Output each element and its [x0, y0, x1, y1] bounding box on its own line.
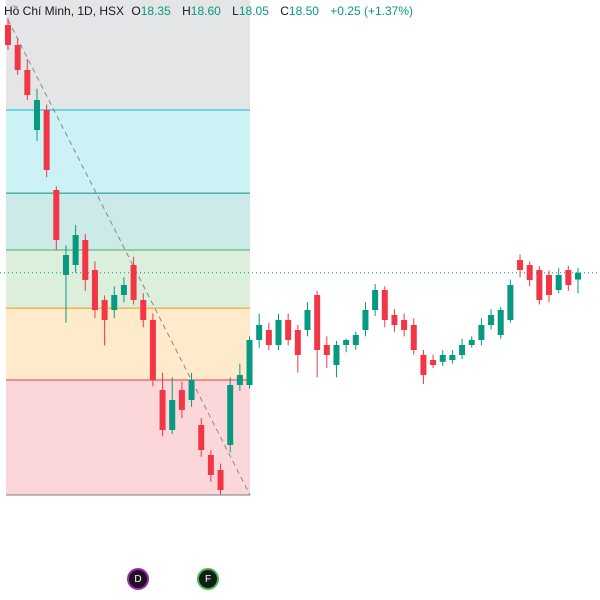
candle-body: [488, 315, 495, 325]
candle-body: [149, 320, 156, 380]
candle-body: [188, 380, 195, 400]
candle-body: [323, 345, 330, 355]
candle-body: [352, 335, 359, 345]
fib-zone: [6, 0, 250, 110]
candle-body: [420, 355, 427, 375]
candle-body: [507, 285, 514, 320]
ohlc: L18.05: [232, 4, 273, 18]
candle-body: [372, 290, 379, 310]
candle-body: [198, 425, 205, 450]
candle-body: [333, 345, 340, 365]
candle-body: [526, 265, 533, 280]
value: 18.60: [190, 4, 221, 18]
candle-body: [459, 345, 466, 355]
label: O: [131, 4, 141, 18]
candle-body: [265, 330, 272, 345]
candle-body: [159, 390, 166, 430]
candle-body: [53, 190, 60, 240]
event-financials[interactable]: F: [197, 568, 219, 590]
candle-body: [430, 360, 437, 365]
candle-body: [285, 320, 292, 340]
candle-body: [140, 300, 147, 320]
ohlc: C18.50: [280, 4, 323, 18]
label: C: [280, 4, 289, 18]
symbol: Hồ Chí Minh, 1D, HSX: [4, 4, 125, 18]
candle-body: [14, 45, 21, 70]
candle-body: [381, 290, 388, 320]
value: 18.35: [140, 4, 171, 18]
candle-body: [62, 255, 69, 275]
candles: [0, 18, 600, 495]
candle-body: [33, 100, 40, 130]
fib-zone: [6, 250, 250, 309]
candle-body: [391, 315, 398, 325]
candle-body: [227, 385, 234, 445]
label: H: [182, 4, 191, 18]
candle-body: [207, 455, 214, 475]
legend-header: Hồ Chí Minh, 1D, HSX O18.35 H18.60 L18.0…: [4, 4, 417, 18]
candle-body: [294, 330, 301, 355]
candle-body: [555, 275, 562, 290]
candle-body: [24, 70, 31, 95]
candle-body: [91, 270, 98, 310]
fib-zone: [6, 110, 250, 194]
trend-line: [7, 19, 251, 496]
candle-body: [111, 295, 118, 310]
candle-body: [410, 325, 417, 350]
candle-body: [304, 310, 311, 330]
candle-body: [256, 325, 263, 340]
candle-body: [565, 270, 572, 285]
ohlc: O18.35: [131, 4, 174, 18]
candle-body: [517, 260, 524, 270]
candle-body: [178, 390, 185, 410]
ohlc: H18.60: [182, 4, 225, 18]
candle-body: [43, 110, 50, 170]
candle-body: [497, 310, 504, 335]
candle-body: [120, 285, 127, 295]
candle-body: [101, 300, 108, 320]
candle-body: [536, 270, 543, 300]
event-dividend[interactable]: D: [127, 568, 149, 590]
candle-body: [82, 240, 89, 280]
candle-body: [468, 340, 475, 345]
candle-body: [343, 340, 350, 345]
candle-body: [246, 340, 253, 385]
candle-body: [275, 320, 282, 345]
candle-body: [546, 275, 553, 295]
candle-body: [401, 320, 408, 330]
value: 18.05: [238, 4, 269, 18]
candle-body: [236, 375, 243, 385]
candle-body: [5, 25, 11, 45]
fib-zone: [6, 308, 250, 380]
candle-body: [217, 470, 224, 490]
candle-body: [314, 295, 321, 350]
label: L: [232, 4, 239, 18]
candle-body: [72, 235, 79, 265]
fib-zone: [6, 380, 250, 495]
fib-zone: [6, 193, 250, 250]
candle-body: [130, 265, 137, 300]
candle-body: [169, 400, 176, 430]
change: +0.25 (+1.37%): [330, 4, 413, 18]
fib-retracement: [6, 0, 250, 496]
candle-body: [575, 272, 581, 280]
candle-body: [439, 355, 446, 362]
value: 18.50: [288, 4, 319, 18]
candle-body: [478, 325, 485, 340]
candle-body: [449, 355, 456, 360]
candle-body: [362, 310, 369, 330]
